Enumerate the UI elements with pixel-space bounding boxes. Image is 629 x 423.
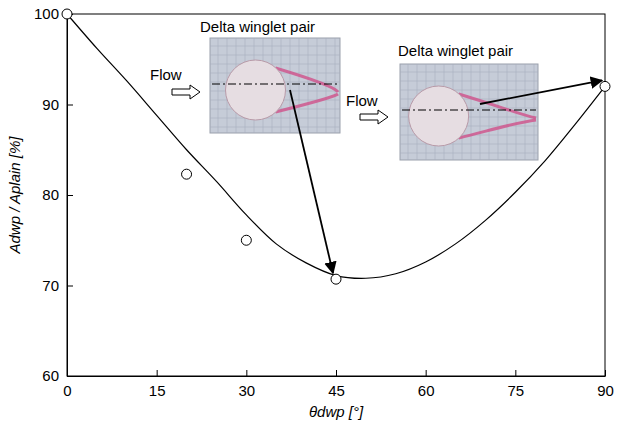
- inset-grid: [210, 64, 340, 65]
- annotation: Delta winglet pair: [200, 18, 315, 35]
- tick-mark: [246, 370, 247, 376]
- tick-mark: [67, 286, 73, 287]
- tick: 70: [42, 277, 73, 294]
- tick-label: 75: [507, 382, 524, 399]
- x-axis-title: θdwp [°]: [309, 403, 364, 420]
- tube: [226, 60, 286, 120]
- data-point: [600, 81, 610, 91]
- chart: 0 15 30 45 60 75 90 60 70 80 90 100 θdwp [°] Adwp / A…: [0, 0, 629, 423]
- tick-label: 60: [42, 367, 59, 384]
- tick-mark: [336, 370, 337, 376]
- inset-grid: [489, 64, 490, 160]
- inset-grid: [408, 64, 409, 160]
- tube: [409, 86, 469, 146]
- dye-streak: [459, 94, 536, 118]
- annotation: Flow: [346, 92, 378, 109]
- data-point: [331, 274, 341, 284]
- inset-background: [210, 38, 340, 133]
- inset-grid: [400, 81, 538, 82]
- data-point: [182, 169, 192, 179]
- inset-grid: [471, 64, 472, 160]
- inset-grid: [317, 38, 318, 133]
- tick: 100: [34, 5, 73, 22]
- tick-label: 15: [149, 382, 166, 399]
- axis-line: [68, 376, 606, 377]
- inset-grid: [210, 46, 340, 47]
- data-point: [241, 235, 251, 245]
- inset-grid: [400, 144, 538, 145]
- tick-mark: [67, 195, 73, 196]
- inset-grid: [400, 72, 538, 73]
- inset-grid: [507, 64, 508, 160]
- tick: 60: [42, 367, 73, 384]
- tick: 80: [42, 186, 73, 203]
- inset-grid: [534, 64, 535, 160]
- inset-photo: [210, 38, 340, 133]
- inset-grid: [498, 64, 499, 160]
- tick: 75: [507, 370, 524, 399]
- tick-mark: [515, 370, 516, 376]
- center-line: [212, 83, 338, 84]
- tick-label: 80: [42, 186, 59, 203]
- y-axis-title: Adwp / Aplain [%]: [6, 136, 23, 255]
- inset-grid: [210, 55, 340, 56]
- tick: 90: [597, 370, 614, 399]
- tick-label: 100: [34, 5, 59, 22]
- tick-mark: [605, 370, 606, 376]
- tick-label: 90: [42, 96, 59, 113]
- tick: 90: [42, 96, 73, 113]
- tick: 45: [328, 370, 345, 399]
- inset-grid: [400, 90, 538, 91]
- tick-label: 30: [238, 382, 255, 399]
- inset-photo: [400, 64, 538, 160]
- inset-grid: [335, 38, 336, 133]
- tick-label: 0: [63, 382, 71, 399]
- pointer-arrow: [480, 80, 602, 104]
- tick: 30: [238, 370, 255, 399]
- tick-mark: [67, 376, 73, 377]
- plot: 0 15 30 45 60 75 90 60 70 80 90 100: [34, 5, 614, 398]
- annotation: Delta winglet pair: [398, 42, 513, 59]
- flow-arrow: [360, 110, 388, 124]
- tick-label: 90: [597, 382, 614, 399]
- tick: 60: [418, 370, 435, 399]
- inset-grid: [290, 38, 291, 133]
- inset-grid: [525, 64, 526, 160]
- inset-grid: [210, 118, 340, 119]
- annotation: Flow: [150, 66, 182, 83]
- y-axis: 60 70 80 90 100: [34, 5, 73, 384]
- fit-curve: [67, 14, 605, 278]
- tick-label: 70: [42, 277, 59, 294]
- tick-mark: [67, 105, 73, 106]
- center-line: [402, 109, 536, 110]
- tick: 15: [149, 370, 166, 399]
- marks: [62, 9, 610, 284]
- tick-label: 45: [328, 382, 345, 399]
- x-axis: 0 15 30 45 60 75 90: [63, 370, 614, 399]
- inset-grid: [480, 64, 481, 160]
- inset-background: [400, 64, 538, 160]
- inset-grid: [210, 127, 340, 128]
- pointer-arrow: [290, 90, 333, 273]
- inset-grid: [308, 38, 309, 133]
- tick-mark: [426, 370, 427, 376]
- inset-grid: [218, 38, 219, 133]
- inset-grid: [299, 38, 300, 133]
- dye-streak: [459, 120, 536, 138]
- inset-grid: [400, 153, 538, 154]
- tick-label: 60: [418, 382, 435, 399]
- data-point: [62, 9, 72, 19]
- flow-arrow: [172, 85, 200, 99]
- tick-mark: [157, 370, 158, 376]
- plot-frame: [67, 14, 605, 376]
